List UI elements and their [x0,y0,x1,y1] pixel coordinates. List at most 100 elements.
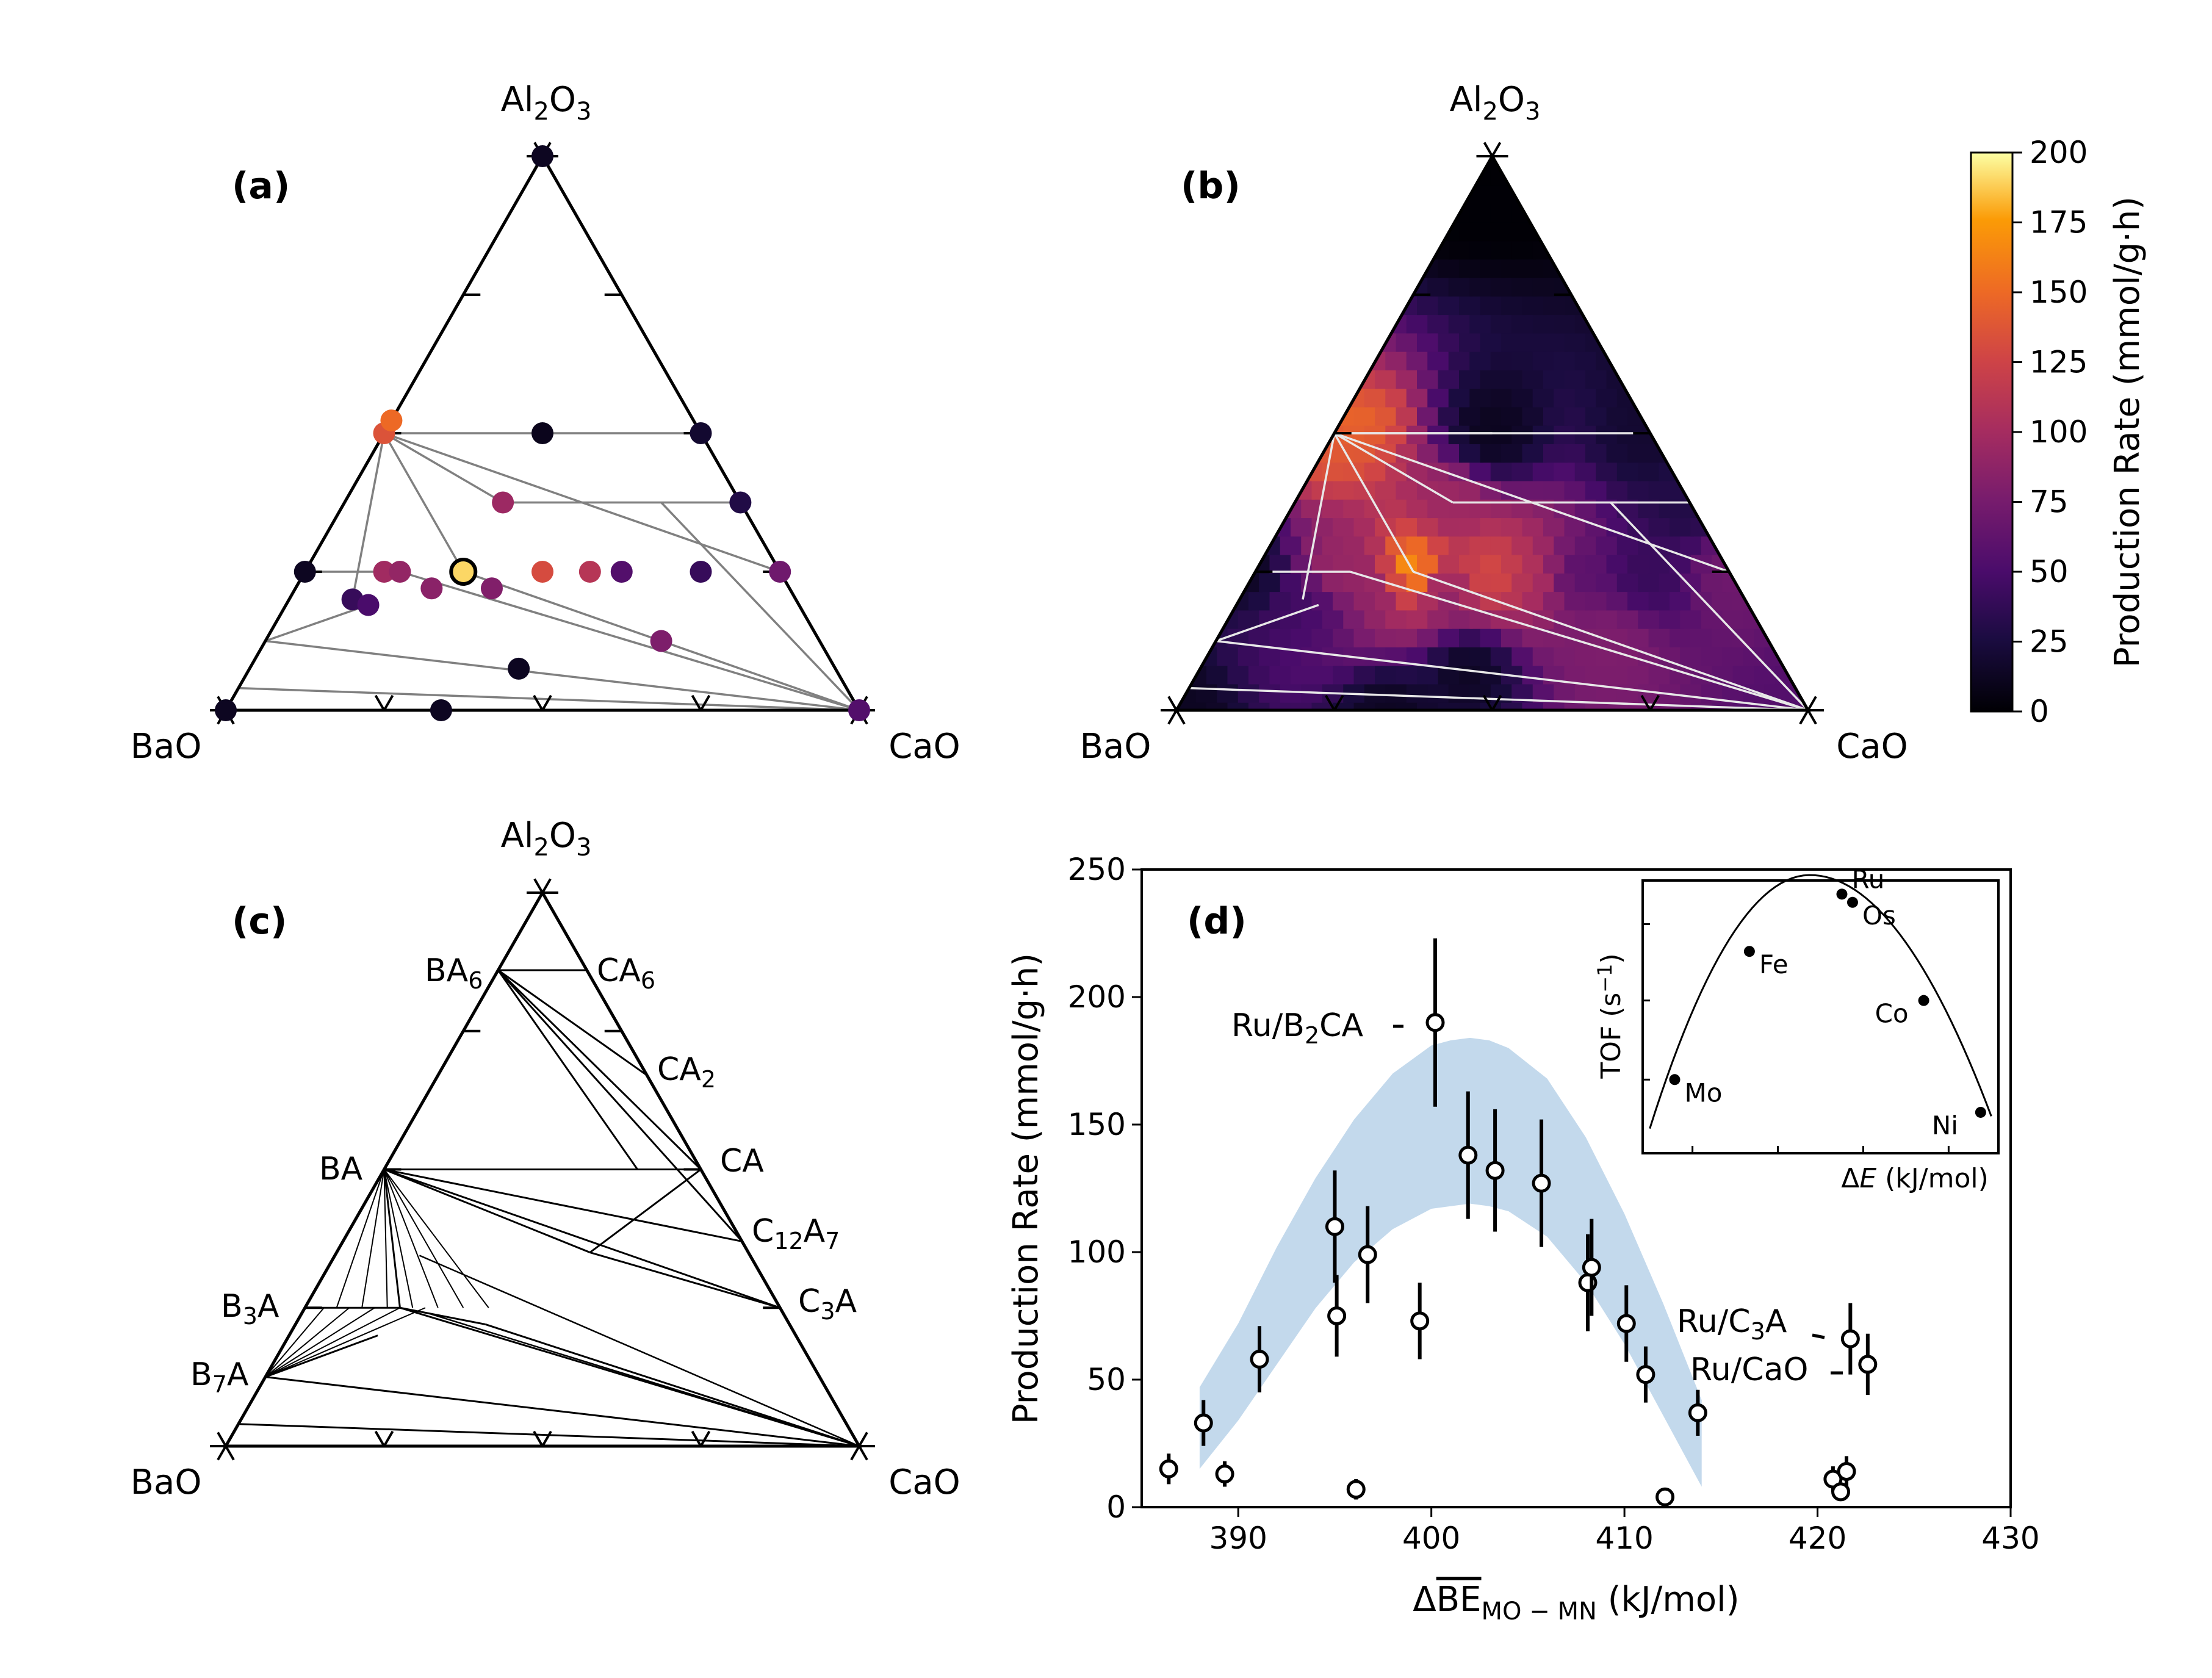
inset-point-label: Ni [1932,1111,1958,1140]
panel-b-heatmap-cell [1680,644,1705,666]
panel-d-data-point [1458,1145,1478,1165]
panel-b-heatmap-cell [1648,514,1673,537]
panel-b-heatmap-cell [1554,385,1579,408]
panel-b-heatmap-cell [1417,329,1441,352]
panel-b-heatmap-cell [1396,514,1421,537]
panel-b-heatmap-cell [1406,348,1431,370]
panel-b-heatmap-cell [1438,662,1463,685]
panel-d-y-tick-label: 0 [1106,1489,1126,1525]
panel-c-apex-right: CaO [888,1463,960,1502]
panel-b-heatmap-cell [1364,680,1389,703]
phase-label-ca: CA [720,1143,764,1179]
phase-label-ba: BA [319,1151,363,1187]
panel-b-heatmap-cell [1469,385,1494,408]
panel-b-heatmap-cell [1448,385,1473,408]
panel-a-bottom-tick [541,694,552,711]
panel-b-heatmap-cell [1375,662,1399,685]
panel-a-bottom-tick [533,694,544,711]
panel-b-heatmap-cell [1353,551,1378,574]
panel-c-tie-line [497,970,638,1170]
panel-b-heatmap-cell [1322,680,1347,703]
panel-b-heatmap-cell [1532,644,1557,666]
panel-c-fan-line [361,1169,385,1308]
panel-b-heatmap-cell [1648,477,1673,500]
panel-b-bottom-tick [1325,694,1336,711]
inset-points: Mo Fe Ru Os Co Ni [1669,864,1986,1140]
panel-a-data-point [380,409,403,432]
panel-c-tie-line [428,1313,860,1447]
panel-c-apex-top: Al2O3 [501,816,592,862]
panel-b-heatmap-cell [1396,403,1421,426]
panel-b-tie-line [1216,603,1319,643]
panel-b-heatmap-cell [1501,256,1526,278]
annotation-ru-c3a-leader [1812,1333,1825,1339]
panel-b-heatmap-cell [1248,588,1273,611]
panel-d-data-point [1655,1487,1675,1507]
panel-b-tie-line [1216,639,1808,710]
panel-b-heatmap-cell [1459,514,1483,537]
panel-a-tie-line [265,603,369,643]
panel-b-heatmap-cell [1480,514,1505,537]
panel-a-data-point [215,699,237,721]
inset-frame [1641,879,2000,1154]
panel-b-heatmap-cell [1480,441,1505,463]
panel-c-right-tick [699,1168,711,1185]
panel-c-tie-line [265,1376,860,1447]
panel-b-heatmap-cell [1322,607,1347,629]
panel-b-heatmap-cell [1438,403,1463,426]
panel-d-data-point [1425,1013,1445,1032]
panel-b-heatmap-cell [1606,441,1631,463]
panel-b-heatmap-cell [1732,662,1757,685]
panel-b-heatmap-cell [1670,588,1694,611]
panel-b-heatmap-cell [1543,293,1568,315]
panel-b-heatmap-cell [1375,625,1399,647]
panel-b-heatmap-cell [1459,403,1483,426]
panel-b-heatmap-cell [1438,256,1463,278]
panel-b-heatmap-cell [1574,570,1599,592]
panel-c-left-tick [295,1307,306,1323]
panel-b-heatmap-cell [1585,403,1610,426]
panel-b-heatmap-cell [1375,403,1399,426]
panel-b-right-tick [1649,433,1660,449]
panel-b-heatmap-cell [1564,588,1589,611]
panel-c-ticks [210,878,875,1461]
panel-b-corner-tick [1483,142,1494,157]
panel-b-heatmap-cell [1353,662,1378,685]
panel-b-bottom-tick [1491,694,1502,711]
panel-b-ticks [1161,142,1824,725]
panel-b-heatmap-cell [1438,329,1463,352]
panel-b-heatmap-cell [1259,570,1284,592]
inset-point-label: Co [1875,999,1909,1029]
panel-a-data-point [480,577,503,600]
panel-c-fan-line [265,1307,426,1378]
panel-b-heatmap-cell [1574,607,1599,629]
inset-y-axis-label: TOF (s−1) [1593,953,1627,1079]
panel-b-heatmap-cell [1596,385,1621,408]
panel-c-fan-line [265,1307,325,1378]
panel-c-tie-line [384,1168,743,1242]
panel-b-corner-tick [1175,709,1186,725]
panel-b-heatmap-cell [1427,348,1452,370]
panel-c-tie-line [485,1323,860,1447]
panel-b-corner-tick [1483,156,1494,171]
panel-b-heatmap-cell [1438,551,1463,574]
panel-b-heatmap-cell [1501,514,1526,537]
panel-b-heatmap-cell [1469,237,1494,260]
panel-b-heatmap-cell [1490,385,1515,408]
panel-c-fan-line [383,1169,439,1308]
panel-d-x-tick-label: 390 [1209,1521,1267,1556]
panel-d-y-tick-label: 150 [1068,1107,1126,1142]
panel-b-heatmap-cell [1406,607,1431,629]
panel-c-fan-line [265,1307,350,1378]
panel-b-heatmap-cell [1406,644,1431,666]
panel-b-heatmap-cell [1333,662,1357,685]
panel-b-right-tick [1727,571,1739,588]
panel-a-data-point [578,561,601,583]
panel-a-data-point [848,699,870,721]
panel-b-heatmap-cell [1606,403,1631,426]
panel-c-fan-line [383,1169,388,1308]
panel-b-bottom-tick [1649,694,1660,711]
panel-b-heatmap-cell [1574,533,1599,555]
panel-b-heatmap-cell [1301,644,1326,666]
panel-c-tie-line [419,1255,860,1447]
